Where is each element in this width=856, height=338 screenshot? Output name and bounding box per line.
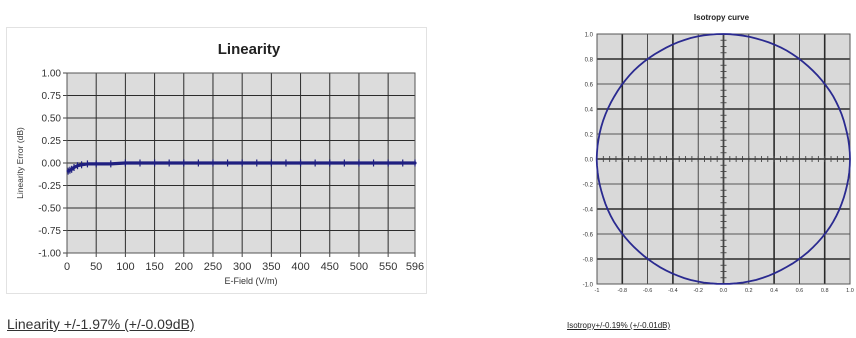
x-tick-label: -0.6	[643, 288, 652, 294]
x-tick-label: 500	[350, 261, 368, 273]
x-tick-label: 450	[321, 261, 339, 273]
x-tick-label: 0.0	[720, 288, 728, 294]
y-tick-label: -0.75	[38, 226, 61, 237]
y-tick-label: 0.50	[42, 114, 62, 125]
y-tick-label: -0.25	[38, 181, 61, 192]
y-tick-label: 0.6	[585, 83, 594, 89]
x-tick-label: 100	[116, 261, 134, 273]
linearity-caption: Linearity +/-1.97% (+/-0.09dB)	[7, 316, 195, 332]
y-tick-label: -1.00	[38, 249, 61, 260]
x-tick-label: 350	[262, 261, 280, 273]
x-tick-label: -1	[595, 288, 600, 294]
x-tick-label: 0.4	[770, 288, 778, 294]
y-tick-label: 0.8	[585, 58, 594, 64]
series-line	[66, 161, 417, 173]
x-tick-label: -0.8	[618, 288, 627, 294]
y-tick-label: -1.0	[583, 283, 594, 289]
x-tick-label: 250	[204, 261, 222, 273]
x-tick-label: 0	[64, 261, 70, 273]
x-tick-label: 596	[406, 261, 424, 273]
x-tick-label: -0.4	[668, 288, 677, 294]
y-tick-label: 0.4	[585, 108, 594, 114]
y-tick-label: 0.2	[585, 133, 594, 139]
isotropy-curve	[595, 33, 851, 285]
linearity-plot: 1.00 0.75 0.50 0.25 0.00 -0.25 -0.50 -0.75 -1.00…	[6, 27, 427, 294]
y-tick-label: 1.00	[42, 69, 62, 80]
y-tick-label: 0.00	[42, 159, 62, 170]
x-axis-label: E-Field (V/m)	[224, 276, 277, 286]
x-tick-label: 1.0	[846, 288, 854, 294]
y-axis-label: Linearity Error (dB)	[15, 127, 25, 199]
x-tick-label: -0.2	[693, 288, 702, 294]
y-tick-label: -0.4	[583, 208, 594, 214]
x-tick-label: 400	[291, 261, 309, 273]
y-tick-label: 1.0	[585, 33, 594, 39]
y-tick-label: 0.0	[585, 158, 594, 164]
y-tick-label: -0.2	[583, 183, 594, 189]
isotropy-chart: 1.0 0.8 0.6 0.4 0.2 0.0 -0.2 -0.4 -0.6 -0.8 -1.0 -1…	[560, 8, 854, 308]
y-tick-label: -0.50	[38, 204, 61, 215]
x-tick-label: 150	[145, 261, 163, 273]
chart-title: Isotropy curve	[694, 13, 750, 22]
linearity-chart: 1.00 0.75 0.50 0.25 0.00 -0.25 -0.50 -0.75 -1.00…	[6, 27, 432, 297]
chart-title: Linearity	[218, 41, 281, 58]
x-tick-label: 0.2	[745, 288, 753, 294]
x-tick-label: 0.6	[796, 288, 804, 294]
x-tick-label: 200	[175, 261, 193, 273]
x-tick-label: 50	[90, 261, 102, 273]
isotropy-caption: Isotropy+/-0.19% (+/-0.01dB)	[567, 321, 671, 330]
y-tick-label: -0.8	[583, 258, 594, 264]
x-tick-label: 0.8	[821, 288, 829, 294]
y-tick-label: 0.25	[42, 136, 62, 147]
y-tick-label: -0.6	[583, 233, 594, 239]
isotropy-plot: 1.0 0.8 0.6 0.4 0.2 0.0 -0.2 -0.4 -0.6 -0.8 -1.0-1…	[583, 13, 854, 294]
x-tick-label: 550	[379, 261, 397, 273]
y-tick-label: 0.75	[42, 91, 62, 102]
x-tick-label: 300	[233, 261, 251, 273]
